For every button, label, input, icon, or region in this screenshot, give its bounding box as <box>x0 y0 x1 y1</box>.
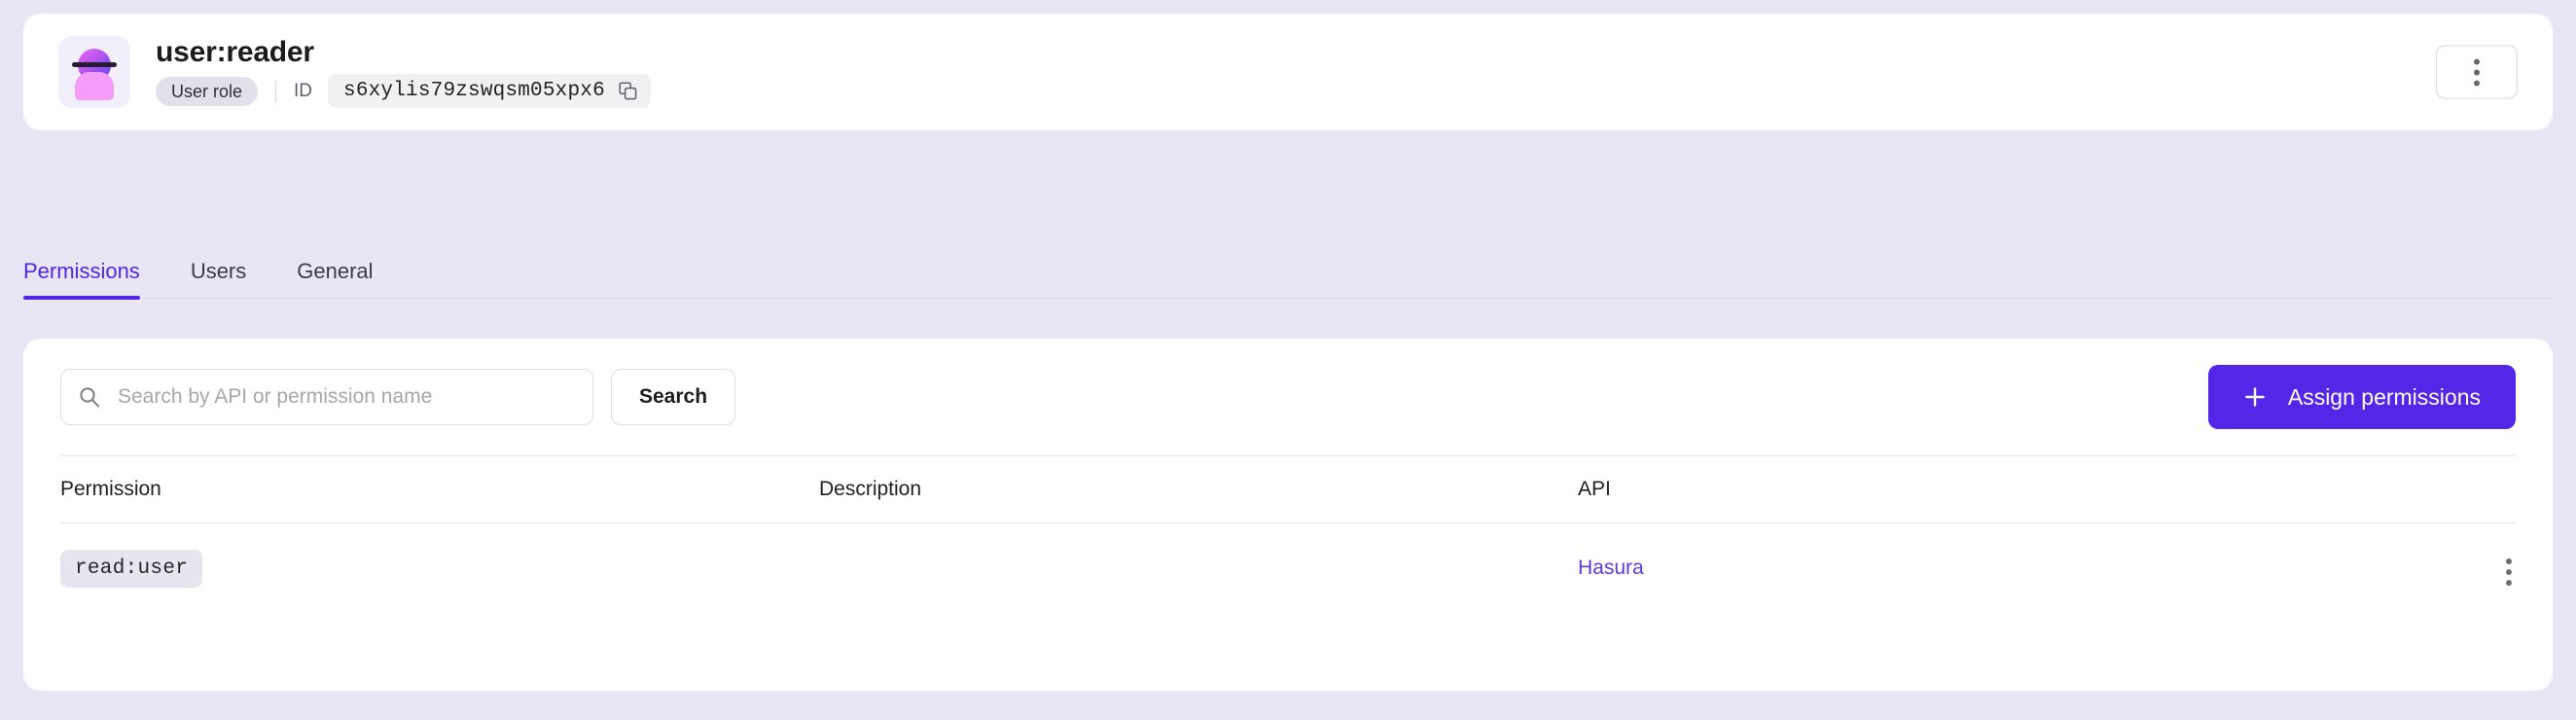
permissions-toolbar: Search Assign permissions <box>60 339 2516 455</box>
permission-chip: read:user <box>60 549 203 588</box>
role-id-chip[interactable]: s6xylis79zswqsm05xpx6 <box>328 74 651 108</box>
role-id-value: s6xylis79zswqsm05xpx6 <box>343 80 605 102</box>
avatar-body-shape <box>75 72 114 100</box>
tab-permissions[interactable]: Permissions <box>23 261 165 300</box>
table-header: Permission Description API <box>60 455 2516 523</box>
api-link[interactable]: Hasura <box>1578 557 1644 579</box>
table-header-row: Permission Description API <box>60 455 2516 523</box>
role-header-card: user:reader User role ID s6xylis79zswqsm… <box>23 14 2553 130</box>
role-overflow-menu-button[interactable] <box>2436 45 2518 99</box>
cell-permission: read:user <box>60 523 819 614</box>
avatar-visor-shape <box>72 62 117 67</box>
assign-permissions-button[interactable]: Assign permissions <box>2207 365 2516 429</box>
page-title: user:reader <box>156 36 314 68</box>
search-icon <box>79 386 100 408</box>
search-field[interactable] <box>60 369 593 425</box>
search-input[interactable] <box>116 384 575 410</box>
meta-divider <box>275 80 277 102</box>
cell-api: Hasura <box>1578 523 2428 614</box>
status-badge: User role <box>156 76 259 106</box>
kebab-dot <box>2506 569 2512 575</box>
column-header-permission: Permission <box>60 455 819 523</box>
cell-actions <box>2428 523 2516 614</box>
kebab-menu-icon <box>2474 58 2480 86</box>
role-header-text: user:reader User role ID s6xylis79zswqsm… <box>156 36 651 108</box>
tab-general[interactable]: General <box>297 259 374 283</box>
copy-icon[interactable] <box>619 82 637 100</box>
cell-description <box>819 523 1578 614</box>
kebab-dot <box>2474 69 2480 75</box>
row-overflow-menu-button[interactable] <box>2502 555 2516 590</box>
kebab-dot <box>2474 58 2480 64</box>
tab-users[interactable]: Users <box>190 259 247 283</box>
user-avatar-icon <box>58 36 130 108</box>
table-body: read:user Hasura <box>60 523 2516 614</box>
kebab-dot <box>2474 80 2480 86</box>
search-button[interactable]: Search <box>611 369 736 425</box>
permissions-card: Search Assign permissions Permission Des… <box>23 339 2553 691</box>
column-header-api: API <box>1578 455 2428 523</box>
id-label: ID <box>294 80 313 101</box>
kebab-dot <box>2506 558 2512 564</box>
column-header-description: Description <box>819 455 1578 523</box>
table-row: read:user Hasura <box>60 523 2516 614</box>
column-header-actions <box>2428 455 2516 523</box>
kebab-dot <box>2506 580 2512 586</box>
tab-bar: Permissions Users General <box>23 248 2553 300</box>
permissions-table: Permission Description API read:user Has… <box>60 455 2516 613</box>
plus-icon <box>2243 385 2267 409</box>
assign-permissions-label: Assign permissions <box>2287 383 2481 410</box>
role-meta-row: User role ID s6xylis79zswqsm05xpx6 <box>156 74 651 108</box>
